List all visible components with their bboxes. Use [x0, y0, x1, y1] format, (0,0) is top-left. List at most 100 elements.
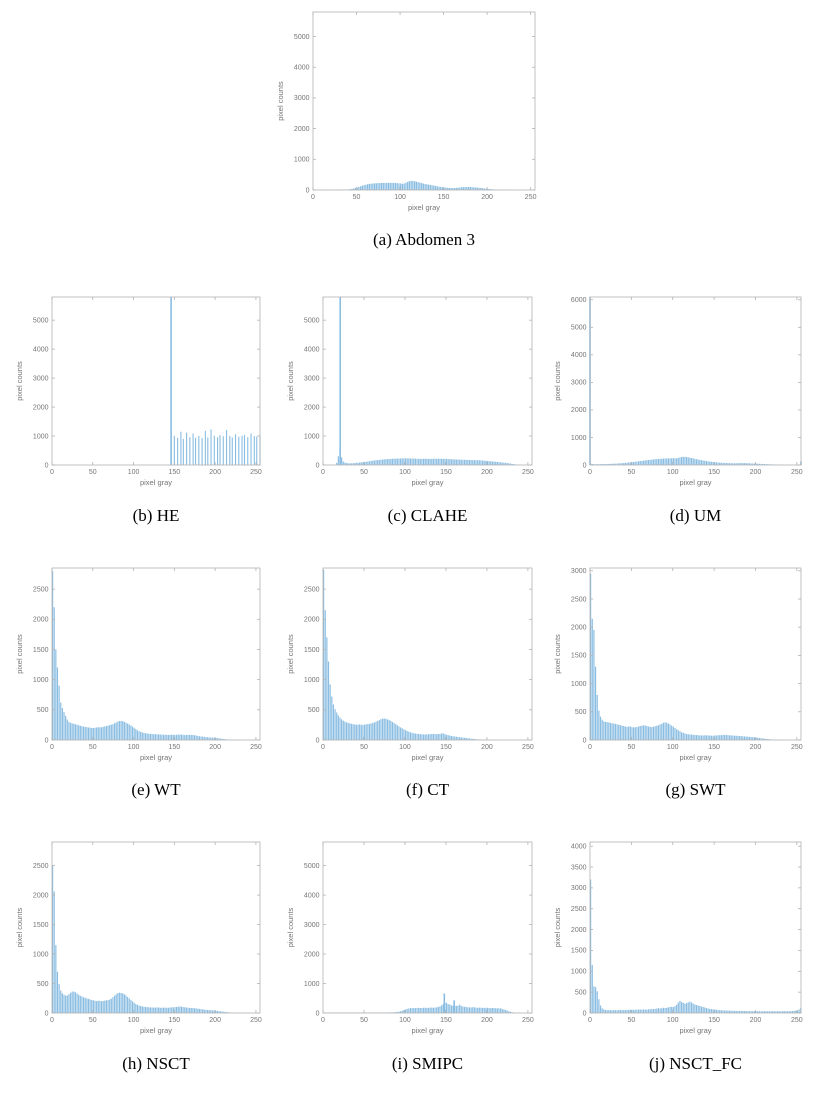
x-tick-label: 50	[360, 469, 368, 476]
x-axis-label: pixel gray	[140, 1026, 172, 1035]
y-tick-label: 1000	[304, 981, 320, 988]
x-tick-label: 0	[50, 469, 54, 476]
y-axis-label: pixel counts	[286, 907, 295, 947]
histogram-c-clahe: 0 50 100 150 200 250 0 1000 2000 3000 4000 5000 pixe…	[286, 296, 534, 487]
x-tick-label: 200	[750, 744, 762, 751]
histogram-bars	[334, 297, 530, 465]
y-tick-label: 2000	[33, 617, 49, 624]
axes-frame	[51, 296, 261, 466]
y-tick-label: 1500	[33, 647, 49, 654]
histogram-e-wt: 0 50 100 150 200 25005001000150020002500pixel…	[15, 567, 262, 762]
y-tick-label: 500	[575, 989, 587, 996]
x-tick-label: 50	[360, 1017, 368, 1024]
x-tick-label: 200	[750, 469, 762, 476]
y-tick-label: 1000	[304, 677, 320, 684]
histogram-bars	[589, 297, 802, 465]
y-tick-label: 0	[316, 462, 320, 469]
x-tick-label: 200	[481, 1017, 493, 1024]
y-tick-label: 4000	[304, 892, 320, 899]
caption-g: (g) SWT	[665, 780, 726, 799]
x-tick-label: 200	[481, 744, 493, 751]
y-tick-label: 0	[583, 462, 587, 469]
y-tick-label: 2500	[33, 863, 49, 870]
x-tick-label: 50	[627, 744, 635, 751]
y-tick-label: 3000	[571, 885, 587, 892]
x-tick-label: 100	[394, 194, 406, 201]
y-tick-label: 2000	[304, 617, 320, 624]
caption-e: (e) WT	[131, 780, 181, 799]
x-tick-label: 150	[169, 744, 181, 751]
axis-ticks	[322, 297, 532, 466]
axis-ticks	[51, 842, 260, 1014]
x-tick-label: 0	[321, 469, 325, 476]
x-tick-label: 50	[89, 469, 97, 476]
y-tick-label: 1000	[33, 433, 49, 440]
axes-frame	[589, 296, 802, 466]
tick-labels: 0 50 100 150 200 250 0 1000 2000 3000 4000 5000	[294, 34, 537, 201]
y-axis-label: pixel counts	[553, 361, 562, 401]
x-tick-label: 0	[50, 1017, 54, 1024]
x-tick-label: 250	[791, 1017, 803, 1024]
y-tick-label: 2500	[304, 586, 320, 593]
y-tick-label: 500	[37, 981, 49, 988]
x-tick-label: 200	[481, 469, 493, 476]
y-tick-label: 4000	[33, 346, 49, 353]
x-tick-label: 0	[588, 469, 592, 476]
axis-ticks	[589, 842, 801, 1014]
axes-frame	[51, 567, 261, 741]
y-tick-label: 3500	[571, 864, 587, 871]
y-tick-label: 2000	[304, 951, 320, 958]
x-tick-label: 100	[128, 1017, 140, 1024]
y-tick-label: 0	[316, 737, 320, 744]
x-tick-label: 150	[708, 469, 720, 476]
x-tick-label: 50	[627, 469, 635, 476]
caption-b: (b) HE	[132, 506, 180, 525]
y-tick-label: 4000	[304, 346, 320, 353]
y-tick-label: 2000	[294, 126, 310, 133]
axis-ticks	[322, 842, 532, 1014]
x-tick-label: 100	[128, 744, 140, 751]
y-tick-label: 0	[45, 737, 49, 744]
x-tick-label: 150	[169, 469, 181, 476]
y-tick-label: 6000	[571, 297, 587, 304]
caption-d: (d) UM	[669, 506, 722, 525]
histogram-h-nsct: 0 50 100 150 200 25005001000150020002500pixel…	[15, 841, 262, 1035]
y-tick-label: 1000	[571, 969, 587, 976]
x-tick-label: 250	[791, 469, 803, 476]
x-tick-label: 150	[440, 1017, 452, 1024]
axes-frame	[589, 567, 802, 741]
y-axis-label: pixel counts	[15, 634, 24, 674]
y-tick-label: 1500	[33, 922, 49, 929]
y-tick-label: 2000	[571, 407, 587, 414]
axes-frame	[322, 567, 533, 741]
x-tick-label: 150	[440, 469, 452, 476]
axes-frame	[322, 841, 533, 1014]
x-axis-label: pixel gray	[411, 478, 443, 487]
histogram-bars	[590, 879, 802, 1013]
x-axis-label: pixel gray	[411, 753, 443, 762]
x-tick-label: 50	[627, 1017, 635, 1024]
tick-labels: 0 50 100 150 200 250 0 1000 2000 3000 4000 5000 6000	[571, 297, 803, 476]
y-tick-label: 5000	[33, 317, 49, 324]
histogram-d-um: 0 50 100 150 200 250 0 1000 2000 3000 4000 5000 6000…	[553, 296, 803, 487]
tick-labels: 0 50 100 150 200 250 0 1000 2000 3000 4000 5000	[33, 317, 262, 476]
tick-labels: 0 50 100 150 200 2500500100015002000250030003…	[571, 843, 803, 1024]
y-tick-label: 1000	[33, 951, 49, 958]
caption-a: (a) Abdomen 3	[373, 230, 475, 249]
x-tick-label: 200	[209, 744, 221, 751]
y-axis-label: pixel counts	[553, 634, 562, 674]
x-tick-label: 0	[588, 744, 592, 751]
y-tick-label: 5000	[304, 317, 320, 324]
y-tick-label: 1000	[33, 677, 49, 684]
histogram-bars	[323, 993, 530, 1013]
y-tick-label: 4000	[571, 843, 587, 850]
histogram-bars	[323, 569, 520, 740]
y-tick-label: 3000	[304, 375, 320, 382]
y-tick-label: 4000	[294, 65, 310, 72]
histogram-b-he: 0 50 100 150 200 250 0 1000 2000 3000 4000 5000 pixe…	[15, 296, 262, 487]
y-axis-label: pixel counts	[15, 907, 24, 947]
